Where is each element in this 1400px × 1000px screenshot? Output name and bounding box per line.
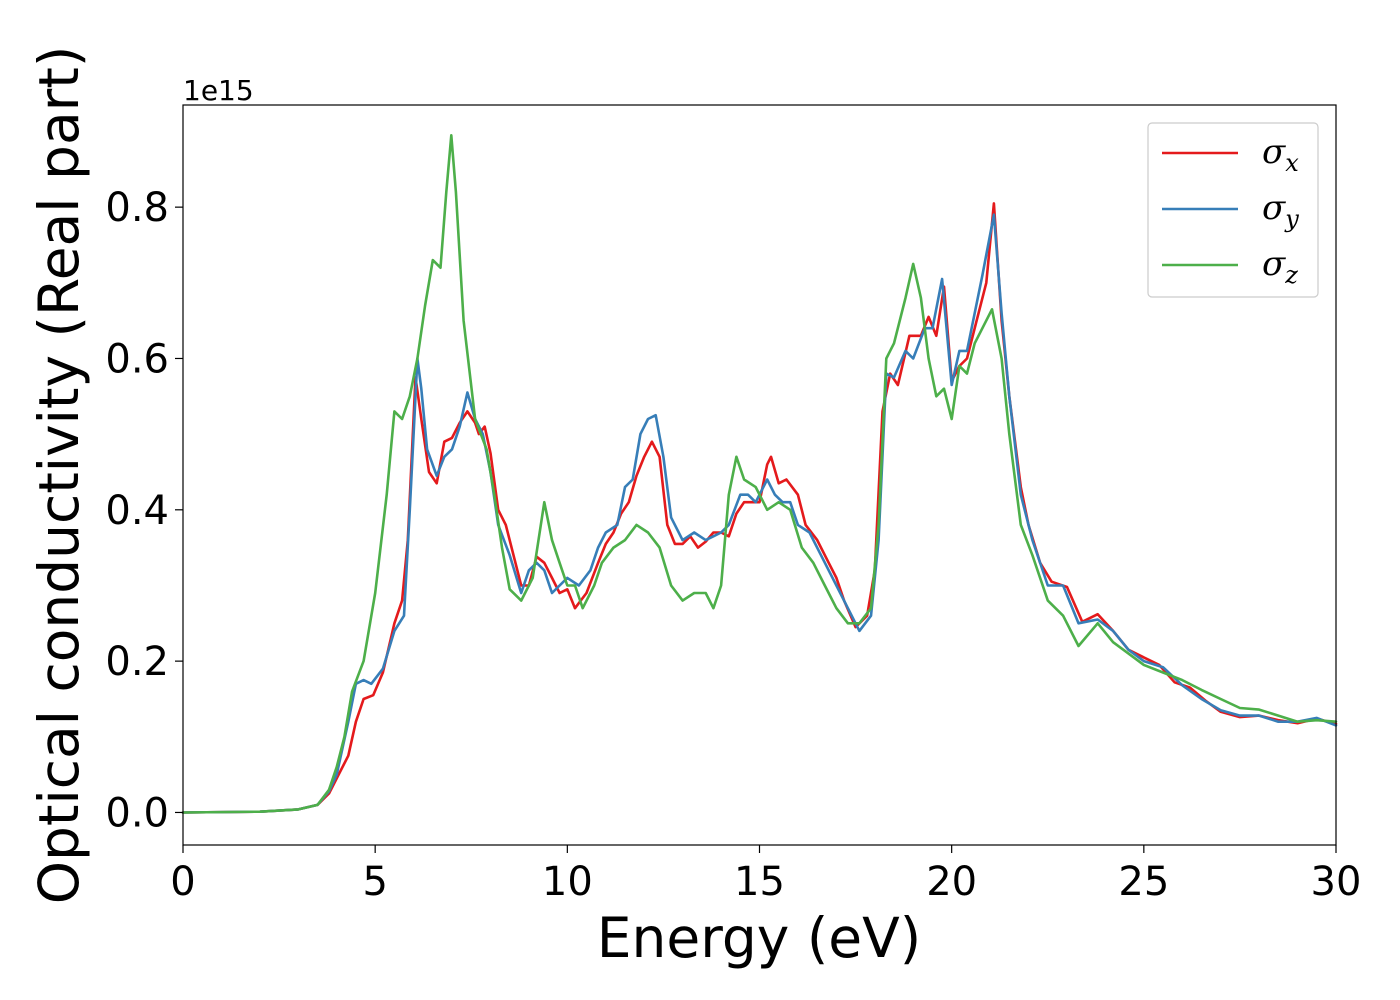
y-offset-label: 1e15: [183, 74, 254, 107]
series-line-y: [181, 213, 1338, 814]
y-tick-label: 0.2: [105, 639, 169, 685]
x-tick-label: 5: [362, 859, 387, 905]
x-axis-label: Energy (eV): [597, 906, 921, 970]
y-axis-label: Optical conductivity (Real part): [27, 46, 91, 905]
x-tick-label: 10: [542, 859, 593, 905]
x-tick-label: 25: [1118, 859, 1169, 905]
plot-background: [183, 105, 1336, 845]
x-tick-label: 30: [1311, 859, 1362, 905]
y-tick-label: 0.0: [105, 790, 169, 836]
x-tick-label: 0: [170, 859, 195, 905]
series-line-z: [181, 134, 1338, 814]
x-tick-label: 15: [734, 859, 785, 905]
x-axis: 0 5 10 15 20 25 30: [170, 845, 1361, 905]
y-axis: 0.0 0.2 0.4 0.6 0.8: [105, 185, 183, 836]
x-tick-label: 20: [926, 859, 977, 905]
y-tick-label: 0.6: [105, 336, 169, 382]
y-tick-label: 0.4: [105, 488, 169, 534]
series-layer: [181, 134, 1338, 814]
y-tick-label: 0.8: [105, 185, 169, 231]
